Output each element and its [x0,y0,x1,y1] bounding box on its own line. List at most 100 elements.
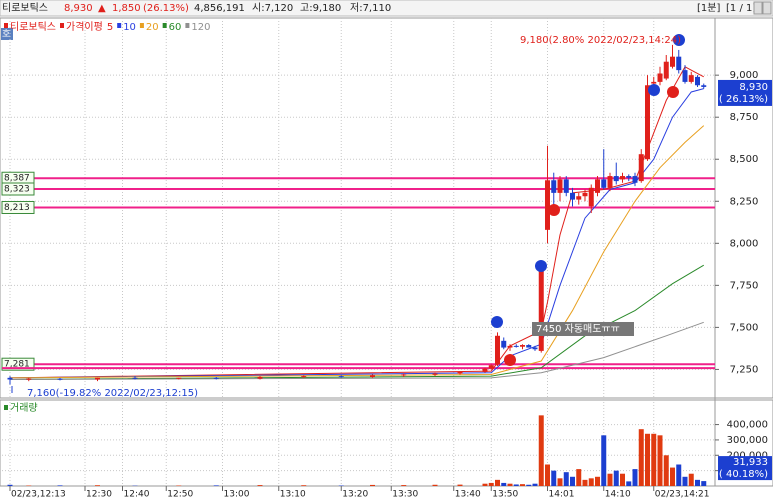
volume-bar [520,484,525,486]
badge-text: 호 [2,29,10,40]
y-tick-label: 9,000 [730,70,759,81]
candle-body [176,377,182,379]
volume-bar [301,485,307,486]
x-tick-label: 13:20 [342,490,368,500]
y-tick-label: 400,000 [727,420,768,431]
candle-body [513,345,519,347]
candle-body [601,179,607,188]
x-tick-label: 13:40 [455,490,481,500]
level-label: 8,387 [4,174,30,184]
sell-signal [648,84,660,96]
candle-body [501,340,507,348]
price-panel [0,17,773,399]
candle-body [607,176,613,188]
x-tick-label: 12:40 [124,490,150,500]
volume-bar [657,435,663,486]
change: 1,850 [112,3,141,14]
legend-swatch [162,23,167,28]
volume-bar [57,485,63,486]
volume-bar [507,483,513,486]
x-tick-label: 14:01 [549,490,575,500]
y-tick-label: 7,500 [730,322,759,333]
buy-signal [548,204,560,216]
page: [1 / 1] [726,3,756,14]
candle-body [632,176,638,183]
candle-body [551,180,557,193]
candle-body [576,196,582,200]
prev-button[interactable] [753,1,763,15]
candle-body [638,154,644,182]
legend-entry: 60 [169,22,182,33]
volume-bar [557,478,563,486]
volume-bar [538,415,544,486]
volume-panel [0,399,773,487]
candle-body [488,365,494,369]
sell-signal [491,316,503,328]
candle-body [457,371,463,374]
x-tick-label: 13:00 [224,490,250,500]
moving-average [9,125,705,379]
volume: 4,856,191 [194,3,245,14]
candle-body [626,176,632,178]
change-pct: (26.13%) [143,3,189,14]
candle-body [26,378,32,380]
high: 고:9,180 [300,3,341,14]
volume-bar [7,484,13,486]
candle-body [507,345,513,348]
volume-bar [213,485,219,486]
buy-signal [504,354,516,366]
candle-body [557,179,563,193]
candle-body [482,368,488,372]
last-volume-box [718,456,772,481]
x-tick-label: 12:30 [86,490,112,500]
volume-bar [482,483,488,486]
volume-bar [545,464,550,486]
level-label: 7,281 [4,360,30,370]
volume-bar [601,435,607,486]
candle-body [676,56,682,71]
legend-title: 티로보틱스 [10,21,56,33]
candle-body [57,378,63,380]
volume-bar [582,479,588,486]
volume-bar [688,473,694,486]
y-tick-label: 8,750 [730,112,759,123]
y-tick-label: 200,000 [727,450,768,461]
candle-body [620,176,625,180]
last-change: ( 26.13%) [719,94,768,105]
y-tick-label: 8,250 [730,196,759,207]
y-tick-label: 8,000 [730,238,759,249]
volume-bar [95,485,100,486]
high-note: 9,180(2.80% 2022/02/23,14:24) [520,35,681,46]
volume-bar [645,433,650,486]
volume-bar [663,455,669,486]
level-label-box [1,200,35,214]
candle-body [7,377,13,380]
legend-entry: 5 [107,22,113,33]
volume-bar [501,482,507,486]
volume-bar [532,483,538,486]
x-tick-label: 12:50 [167,490,193,500]
candle-body [132,377,138,379]
x-tick-label: 13:10 [280,490,306,500]
moving-average [9,321,704,381]
interval[interactable]: [1분] [697,2,720,14]
sell-signal [535,260,547,272]
volume-bar [401,485,407,486]
candle-body [682,70,688,82]
candle-body [532,347,538,350]
candle-body [520,345,525,347]
sell-signal [673,34,685,46]
stock-name: 티로보틱스 [2,2,48,14]
legend-entry: 20 [146,22,159,33]
candle-body [570,192,575,200]
volume-bar [432,484,438,486]
legend-entry: 10 [123,22,136,33]
last-volume: 31,933 [733,457,768,468]
volume-bar [563,472,569,486]
candle-body [301,376,307,378]
next-button[interactable] [762,1,772,15]
candle-body [95,377,100,380]
volume-bar [513,484,519,486]
